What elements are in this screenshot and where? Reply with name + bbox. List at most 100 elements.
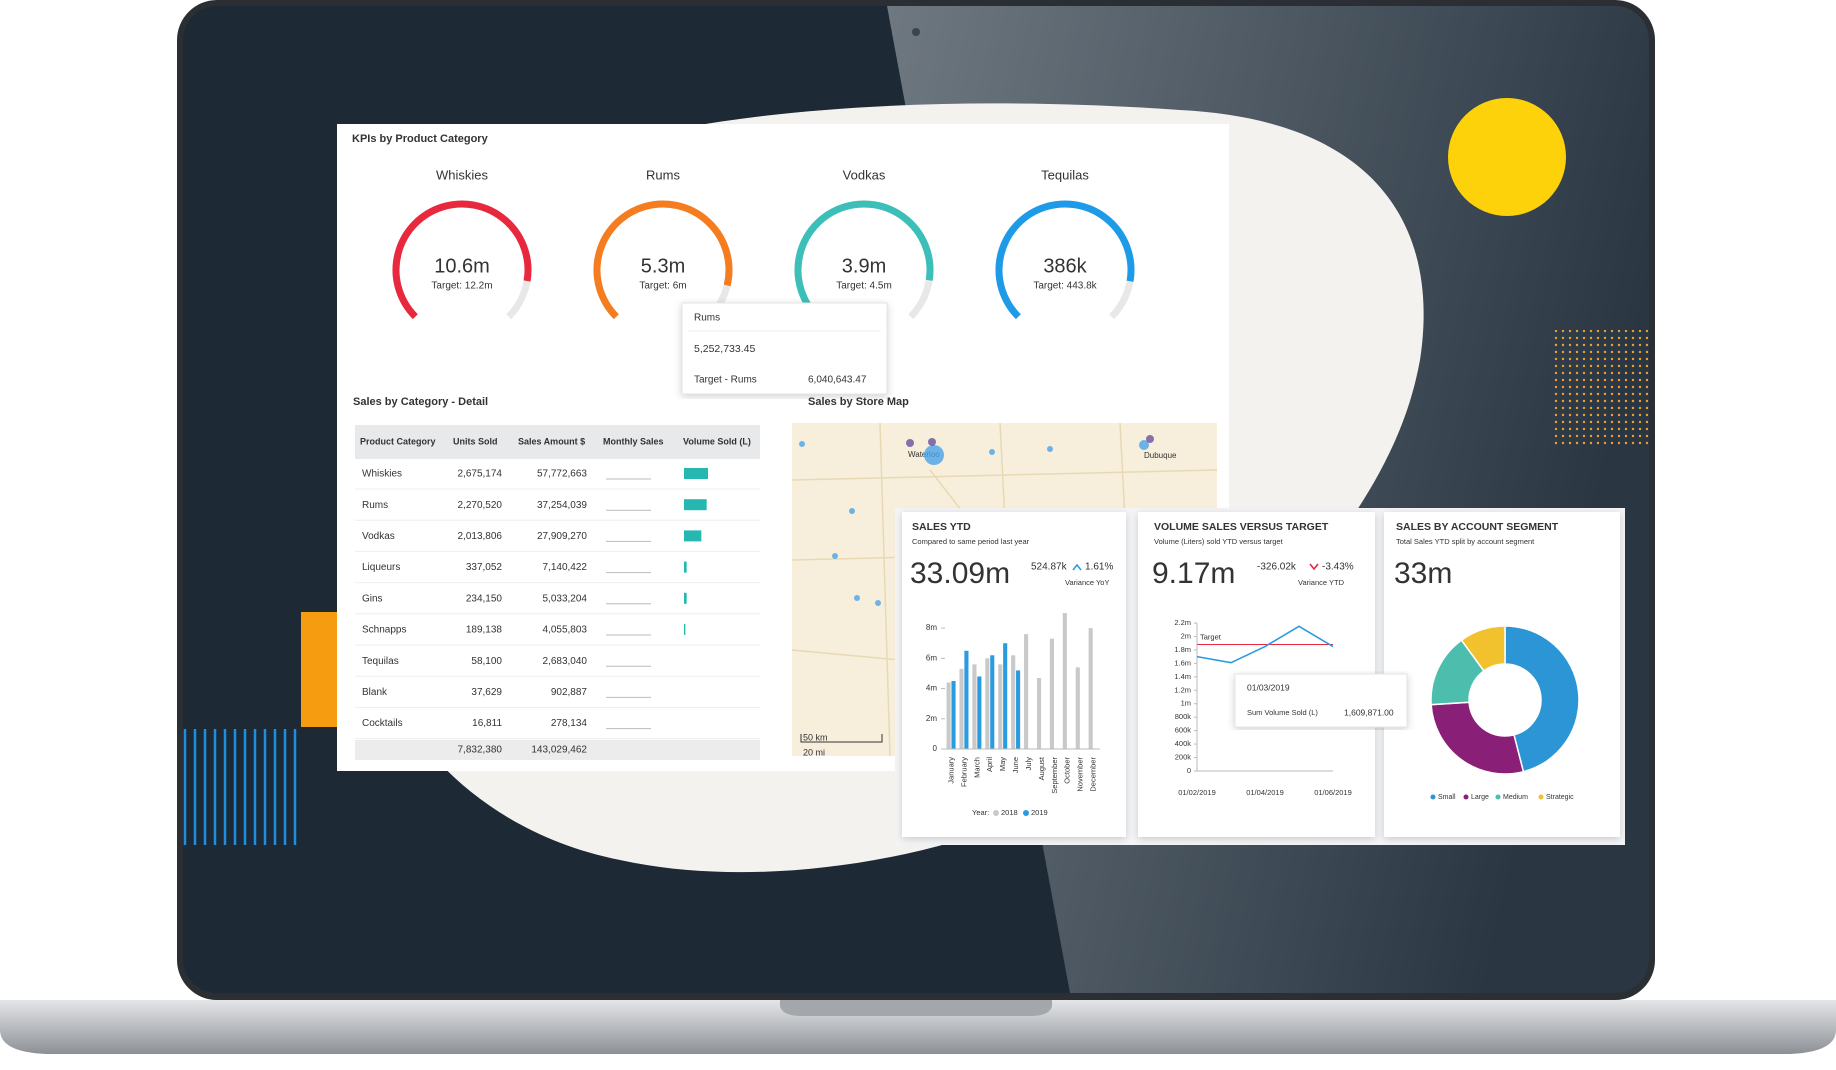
gauge-label: Tequilas	[1041, 167, 1089, 182]
sales-amount: 2,683,040	[543, 656, 588, 667]
category-link[interactable]: Vodkas	[362, 531, 395, 542]
deco-dots	[1551, 330, 1649, 446]
variance: 524.87k	[1031, 562, 1068, 573]
map-road	[1119, 422, 1126, 521]
x-tick-label: June	[1011, 757, 1020, 773]
legend-marker	[1463, 794, 1469, 800]
x-tick-label: November	[1076, 757, 1085, 792]
variance: -326.02k	[1257, 562, 1297, 573]
bar	[964, 650, 969, 749]
map-store	[1139, 440, 1149, 450]
bar	[1016, 670, 1021, 749]
y-tick-label: 200k	[1175, 753, 1192, 762]
y-tick-label: 8m	[926, 623, 937, 632]
tooltip-target-label: Target - Rums	[694, 375, 757, 386]
card-kpi: 33.09m	[910, 557, 1010, 590]
column-header: Units Sold	[453, 436, 498, 446]
card	[1384, 512, 1620, 837]
cards-panel: SALES YTD Compared to same period last ye…	[895, 508, 1625, 845]
legend-marker	[1538, 794, 1544, 800]
laptop-notch	[780, 1000, 1052, 1016]
legend-label: Small	[1438, 794, 1456, 801]
sales-amount: 27,909,270	[537, 531, 587, 542]
column-header: Volume Sold (L)	[683, 436, 751, 446]
category-link[interactable]: Rums	[362, 500, 388, 511]
tooltip-target-value: 6,040,643.47	[808, 375, 867, 386]
column-header: Sales Amount $	[518, 436, 585, 446]
tooltip-value: 5,252,733.45	[694, 343, 755, 355]
category-link[interactable]: Schnapps	[362, 625, 406, 636]
deco-lines	[183, 729, 297, 845]
legend-label: 2019	[1031, 808, 1048, 817]
map-road	[791, 469, 1218, 481]
map-store	[875, 600, 881, 606]
map-store	[928, 438, 936, 446]
gauge-value-label: 10.6m	[434, 255, 490, 277]
units-sold: 2,675,174	[458, 469, 503, 480]
legend-label: Strategic	[1546, 794, 1574, 801]
gauge-value	[794, 200, 934, 320]
category-link[interactable]: Blank	[362, 687, 388, 698]
legend-label: 2018	[1001, 808, 1018, 817]
category-link[interactable]: Tequilas	[362, 656, 399, 667]
scale-label: 20 mi	[803, 747, 825, 757]
tooltip-value: 1,609,871.00	[1344, 707, 1394, 717]
card-title: VOLUME SALES VERSUS TARGET	[1154, 521, 1329, 533]
y-tick-label: 1m	[1181, 699, 1191, 708]
volume-bar	[684, 499, 707, 511]
bar	[985, 658, 990, 749]
map-store	[799, 441, 805, 447]
x-tick-label: February	[959, 757, 968, 787]
y-tick-label: 400k	[1175, 739, 1192, 748]
x-tick-label: 01/04/2019	[1246, 788, 1284, 797]
legend-marker	[993, 810, 999, 816]
map-store	[1146, 435, 1154, 443]
total-units: 7,832,380	[458, 745, 503, 756]
bar	[959, 668, 964, 749]
category-link[interactable]: Cocktails	[362, 718, 403, 729]
card-subtitle: Total Sales YTD split by account segment	[1396, 537, 1535, 546]
total-sales: 143,029,462	[531, 745, 587, 756]
line-series	[1196, 625, 1334, 664]
bar	[977, 676, 982, 749]
category-link[interactable]: Gins	[362, 593, 383, 604]
bar	[1011, 655, 1016, 749]
y-tick-label: 6m	[926, 653, 937, 662]
category-link[interactable]: Whiskies	[362, 469, 402, 480]
bar	[1049, 638, 1054, 749]
sales-amount: 902,887	[551, 687, 588, 698]
y-tick-label: 2m	[926, 714, 937, 723]
x-tick-label: December	[1089, 757, 1098, 792]
variance-pct: 1.61%	[1085, 562, 1113, 573]
legend-label: Large	[1471, 794, 1489, 801]
units-sold: 58,100	[471, 656, 502, 667]
volume-bar	[684, 468, 708, 479]
variance-label: Variance YTD	[1298, 578, 1345, 587]
x-tick-label: April	[985, 757, 994, 772]
y-tick-label: 0	[933, 744, 938, 753]
laptop-base	[0, 1000, 1836, 1054]
map-scale-bar	[800, 734, 883, 743]
deco-triangle	[1670, 216, 1785, 331]
x-tick-label: July	[1024, 757, 1033, 771]
map-store	[989, 449, 995, 455]
y-tick-label: 600k	[1175, 726, 1192, 735]
card-title: SALES YTD	[912, 521, 971, 533]
map-store	[906, 439, 914, 447]
units-sold: 37,629	[471, 687, 502, 698]
x-tick-label: 01/06/2019	[1314, 788, 1352, 797]
bar	[1024, 634, 1029, 749]
category-link[interactable]: Liqueurs	[362, 562, 400, 573]
gauge-value	[392, 200, 532, 320]
donut-slice	[1430, 701, 1525, 775]
y-tick-label: 1.2m	[1174, 685, 1191, 694]
y-tick-label: 800k	[1175, 712, 1192, 721]
column-header: Product Category	[360, 436, 436, 446]
units-sold: 2,013,806	[458, 531, 503, 542]
units-sold: 2,270,520	[458, 500, 503, 511]
card-subtitle: Compared to same period last year	[912, 537, 1030, 546]
gauge-value	[593, 200, 733, 320]
gauge-label: Rums	[646, 167, 680, 182]
